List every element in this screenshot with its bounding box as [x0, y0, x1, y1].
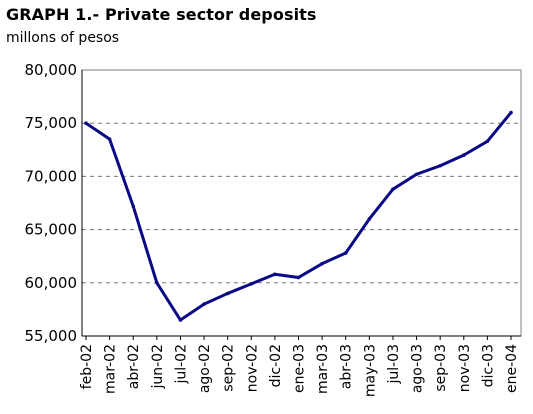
x-tick-label: ago-02: [197, 344, 213, 393]
series-point: [273, 272, 277, 277]
series-point: [131, 204, 136, 208]
x-tick-label: abr-02: [126, 344, 142, 389]
x-tick-label: mar-03: [315, 344, 331, 394]
series-point: [202, 302, 206, 306]
y-tick-label: 55,000: [25, 327, 78, 345]
series-point: [391, 187, 395, 191]
x-tick-labels: feb-02 mar-02 abr-02 jun-02 jul-02 ago-02 sep-…: [79, 344, 520, 397]
y-tick-labels: 55,000 60,000 65,000 70,000 75,000 80,000: [25, 61, 78, 345]
chart-subtitle: millons of pesos: [6, 30, 120, 46]
x-tick-label: may-03: [362, 344, 378, 397]
y-tick-label: 60,000: [25, 274, 78, 292]
chart-title: GRAPH 1.- Private sector deposits: [6, 5, 317, 24]
x-tick-label: ene-04: [504, 344, 520, 393]
y-tick-label: 80,000: [25, 61, 78, 79]
y-tick-label: 65,000: [25, 221, 78, 239]
series-point: [320, 261, 324, 266]
series-point: [155, 281, 159, 285]
x-tick-label: ene-03: [292, 344, 308, 393]
x-tick-label: feb-02: [79, 344, 95, 389]
x-tick-label: sep-02: [221, 344, 237, 392]
x-tick-label: jun-02: [150, 344, 166, 390]
series-point: [485, 139, 490, 144]
axes: [81, 70, 521, 340]
x-tick-label: dic-03: [480, 344, 496, 387]
series-point: [178, 318, 183, 322]
series-point: [414, 172, 419, 177]
plot-border: [81, 69, 522, 337]
series-point: [461, 153, 466, 157]
series-group: [84, 110, 513, 322]
series-point: [84, 121, 88, 125]
x-tick-label: abr-03: [339, 344, 355, 389]
x-tick-label: sep-03: [433, 344, 449, 392]
series-point: [296, 275, 301, 280]
series-point: [438, 163, 442, 168]
x-tick-label: jul-02: [173, 344, 189, 385]
x-tick-label: dic-02: [268, 344, 284, 387]
x-tick-label: nov-02: [244, 344, 260, 392]
series-point: [343, 251, 348, 255]
x-tick-label: mar-02: [103, 344, 119, 394]
plot-area: [81, 69, 522, 337]
x-tick-label: ago-03: [410, 344, 426, 393]
y-tick-label: 70,000: [25, 167, 78, 185]
series-point: [367, 217, 372, 221]
series-point: [249, 282, 254, 286]
series-point: [107, 137, 112, 141]
series-point: [225, 291, 230, 296]
y-tick-label: 75,000: [25, 114, 78, 132]
x-tick-label: nov-03: [457, 344, 473, 392]
series-point: [509, 110, 513, 115]
x-tick-label: jul-03: [386, 344, 402, 385]
